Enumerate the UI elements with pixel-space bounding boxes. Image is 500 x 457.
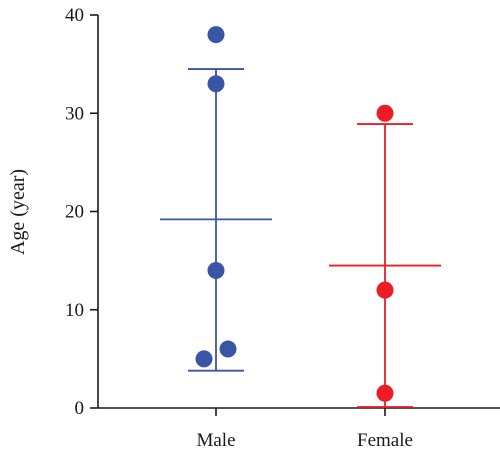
y-tick-label: 10 [65, 300, 84, 321]
data-point [376, 384, 394, 402]
x-tick-label: Female [357, 430, 413, 451]
data-point [195, 350, 213, 368]
series-male [160, 26, 272, 372]
series-female [329, 104, 441, 408]
x-tick-label: Male [196, 430, 235, 451]
data-point [219, 340, 237, 358]
y-axis-title: Age (year) [7, 169, 29, 255]
data-point [376, 104, 394, 122]
axes: 0 10 20 30 40 Male Female [65, 5, 500, 451]
data-point [376, 281, 394, 299]
y-tick-label: 20 [65, 202, 84, 223]
data-point [207, 75, 225, 93]
y-tick-label: 0 [75, 398, 85, 419]
y-tick-label: 30 [65, 103, 84, 124]
data-point [207, 26, 225, 44]
data-point [207, 261, 225, 279]
y-tick-label: 40 [65, 5, 84, 26]
plot-marks [160, 26, 441, 408]
